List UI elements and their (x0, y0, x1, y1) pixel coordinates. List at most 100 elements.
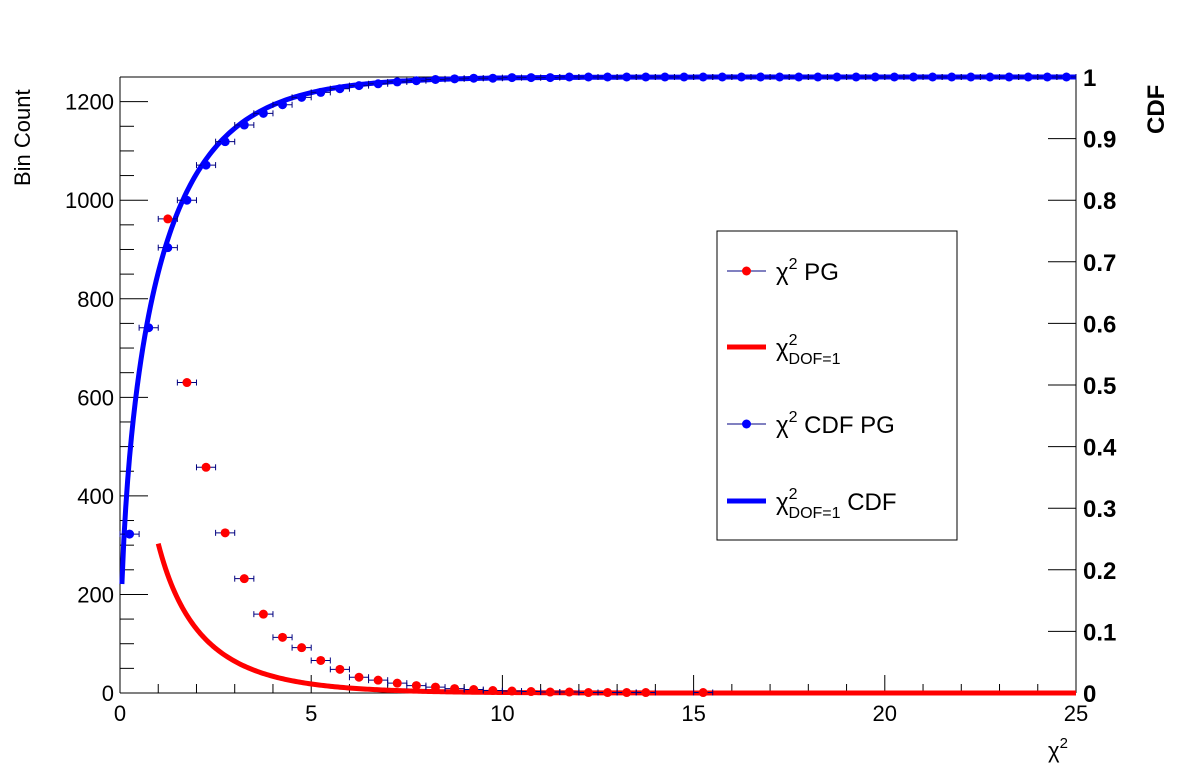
x-axis-title-symbol: χ (1048, 738, 1060, 763)
data-point (444, 684, 465, 694)
data-point (788, 72, 809, 82)
x-axis-title: χ2 (1048, 735, 1068, 763)
point-marker (641, 688, 651, 698)
data-point (195, 462, 217, 472)
point-marker (1004, 72, 1014, 82)
y-tick-label: 0 (102, 681, 114, 706)
legend-entry: χ2 DOF=1 (727, 332, 841, 368)
data-point (215, 528, 236, 538)
data-point (310, 655, 331, 665)
y2-tick-label: 0.8 (1083, 188, 1116, 215)
data-point (578, 72, 599, 82)
point-marker (201, 462, 211, 472)
data-point (387, 678, 408, 688)
data-point (673, 72, 695, 82)
data-point (559, 72, 580, 82)
legend-label: χ2 PG (776, 256, 839, 286)
data-point (501, 73, 523, 83)
y2-tick-label: 0 (1083, 681, 1096, 708)
data-point (157, 243, 178, 253)
data-point (195, 160, 217, 170)
data-point (769, 72, 790, 82)
legend-suffix: PG (798, 259, 839, 286)
data-point (272, 100, 293, 110)
legend-sup: 2 (789, 486, 798, 503)
x-tick-label: 10 (490, 701, 514, 726)
series-line (155, 542, 1077, 696)
data-point (463, 73, 484, 83)
point-marker (1023, 72, 1033, 82)
data-point (712, 72, 733, 82)
data-point (406, 76, 427, 86)
point-marker (392, 77, 402, 87)
legend-entry: χ2 DOF=1 CDF (727, 486, 897, 522)
y-axis-title: Bin Count (10, 89, 35, 186)
legend-suffix: CDF PG (798, 412, 895, 439)
legend-symbol: χ (776, 335, 789, 362)
data-point (1037, 72, 1058, 82)
data-point (960, 72, 981, 82)
point-marker (163, 214, 173, 224)
data-point (941, 72, 962, 82)
point-marker (125, 529, 135, 539)
y-tick-label: 600 (77, 385, 114, 410)
point-marker (258, 108, 268, 118)
point-marker (144, 323, 154, 333)
data-point (234, 574, 255, 584)
data-point (731, 72, 752, 82)
data-point (329, 84, 350, 94)
point-marker (564, 72, 574, 82)
point-marker (507, 73, 517, 83)
y2-tick-label: 0.6 (1083, 311, 1116, 338)
y-tick-label: 800 (77, 287, 114, 312)
point-marker (583, 688, 593, 698)
point-marker (430, 74, 440, 84)
x-tick-label: 5 (305, 701, 317, 726)
point-marker (698, 72, 708, 82)
data-point (272, 632, 293, 642)
legend-sup: 2 (789, 256, 798, 273)
legend-symbol: χ (776, 412, 789, 439)
data-point (693, 72, 714, 82)
point-marker (316, 87, 326, 97)
data-point (597, 688, 618, 698)
legend-symbol: χ (776, 489, 789, 516)
point-marker (297, 643, 307, 653)
data-point (425, 682, 446, 692)
data-point (482, 73, 503, 83)
y2-tick-label: 0.5 (1083, 373, 1116, 400)
point-marker (832, 72, 842, 82)
data-point (807, 72, 828, 82)
point-marker (239, 120, 249, 130)
data-point (903, 72, 924, 82)
data-point (215, 137, 236, 147)
legend-entry: χ2 CDF PG (727, 409, 895, 439)
data-point (922, 72, 943, 82)
data-point (979, 72, 1001, 82)
point-marker (622, 688, 632, 698)
data-point (253, 108, 274, 118)
data-point (750, 72, 771, 82)
legend-label: χ2 DOF=1 CDF (776, 486, 897, 522)
point-marker (985, 72, 995, 82)
point-marker (966, 72, 976, 82)
point-marker (469, 73, 479, 83)
data-point (635, 72, 656, 82)
y2-tick-label: 0.4 (1083, 435, 1117, 462)
data-point (157, 214, 178, 224)
data-point (597, 72, 618, 82)
legend-label: χ2 CDF PG (776, 409, 895, 439)
data-point (425, 74, 446, 84)
point-marker (717, 72, 727, 82)
data-point (999, 72, 1020, 82)
point-marker (507, 686, 517, 696)
point-marker (335, 664, 345, 674)
data-points (119, 72, 1077, 698)
data-point (368, 675, 389, 685)
data-point (176, 378, 197, 388)
data-point (138, 323, 159, 333)
point-marker (641, 72, 651, 82)
point-marker (794, 72, 804, 82)
data-point (865, 72, 886, 82)
